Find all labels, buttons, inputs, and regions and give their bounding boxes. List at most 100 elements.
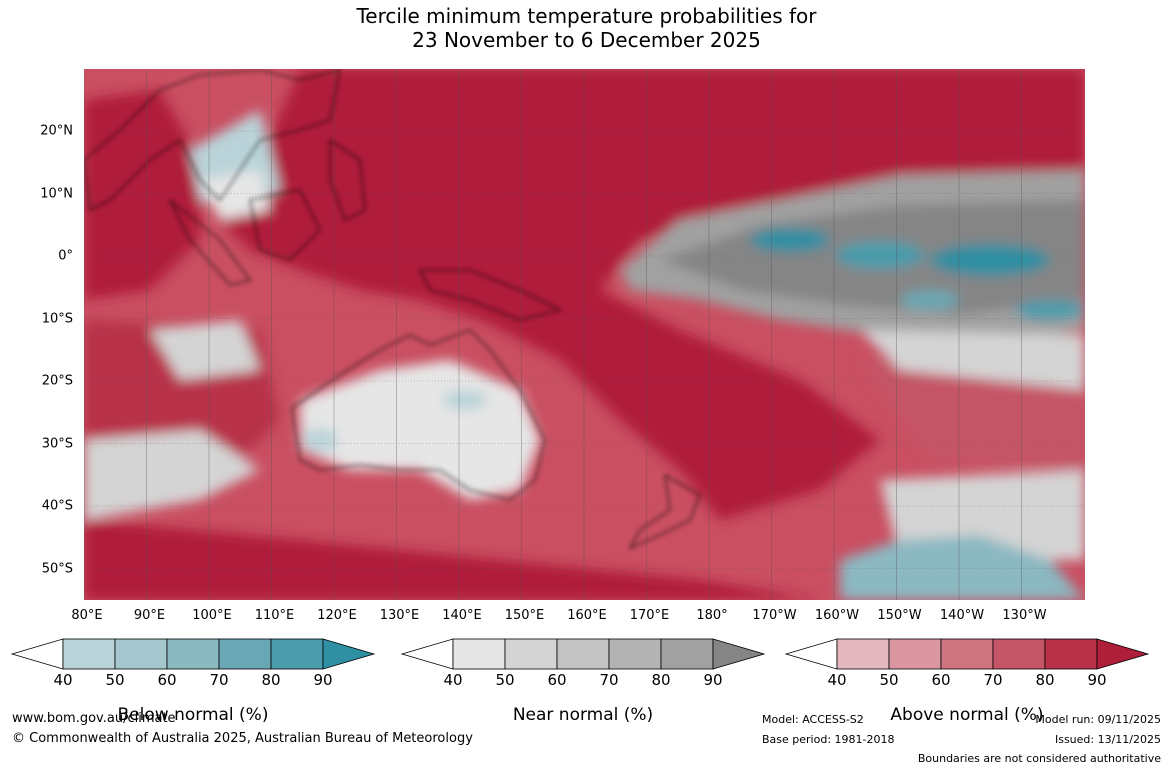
- base-period: Base period: 1981-2018: [762, 733, 895, 746]
- latitude-tick-label: 50°S: [41, 561, 73, 576]
- sumatra-outline: [169, 199, 251, 286]
- colorbar-tick-label: 70: [983, 671, 1003, 689]
- legend-label-above: Above normal (%): [890, 705, 1044, 725]
- below-normal-blob-5: [1015, 300, 1085, 320]
- longitude-tick-label: 110°E: [254, 608, 295, 623]
- longitude-tick-label: 170°E: [629, 608, 670, 623]
- colorbar-high-extend: [1096, 638, 1150, 670]
- longitude-tick-label: 180°: [696, 608, 728, 623]
- longitude-tick-label: 90°E: [133, 608, 166, 623]
- colorbar-segment: [888, 638, 942, 670]
- colorbar-tick-label: 60: [157, 671, 177, 689]
- latitude-tick-label: 30°S: [41, 436, 73, 451]
- colorbar-low-extend: [400, 638, 454, 670]
- colorbar-near-normal: [400, 638, 766, 670]
- colorbar-tick-label: 50: [105, 671, 125, 689]
- latitude-tick-label: 20°N: [40, 123, 73, 139]
- website-link[interactable]: www.bom.gov.au/climate: [12, 711, 176, 726]
- australia-outline: [291, 329, 546, 501]
- latitude-tick-label: 40°S: [41, 498, 73, 514]
- colorbar-tick-label: 60: [547, 671, 567, 689]
- below-normal-blob-4: [900, 290, 960, 310]
- above-90-region-indian: [84, 90, 200, 300]
- colorbar-segment: [62, 638, 116, 670]
- colorbar-tick-label: 40: [443, 671, 463, 689]
- near-normal-south-pacific: [880, 470, 1085, 560]
- new-zealand-outline: [628, 473, 701, 550]
- longitude-tick-label: 120°E: [317, 608, 357, 623]
- near-normal-pacific-edge: [860, 330, 1085, 390]
- colorbar-tick-label: 50: [495, 671, 515, 689]
- colorbar-segment: [114, 638, 168, 670]
- copyright-text: © Commonwealth of Australia 2025, Austra…: [12, 731, 473, 746]
- colorbar-segment: [452, 638, 506, 670]
- above-90-region-south: [84, 520, 820, 600]
- model-run-date: Model run: 09/11/2025: [1035, 713, 1161, 726]
- legend-near-normal: Near normal (%) 40 50 60 70 80 90: [400, 636, 770, 725]
- below-normal-blob-1: [750, 228, 830, 252]
- colorbar-segment: [166, 638, 220, 670]
- asia-outline: [84, 69, 341, 211]
- colorbar-tick-label: 70: [599, 671, 619, 689]
- longitude-tick-label: 80°E: [71, 608, 103, 623]
- near-normal-indochina: [200, 170, 270, 220]
- colorbar-tick-label: 80: [1035, 671, 1055, 689]
- below-normal-australia-1: [302, 428, 338, 452]
- colorbar-tick-label: 70: [209, 671, 229, 689]
- longitude-tick-label: 130°W: [1002, 608, 1047, 623]
- latitude-tick-label: 10°S: [41, 311, 73, 326]
- colorbar-segment: [660, 638, 714, 670]
- colorbar-tick-label: 50: [879, 671, 899, 689]
- near-normal-indian-mid: [150, 320, 260, 380]
- colorbar-segment: [992, 638, 1046, 670]
- colorbar-high-extend: [712, 638, 766, 670]
- colorbar-segment: [836, 638, 890, 670]
- graticule: [84, 69, 1085, 600]
- colorbar-tick-label: 80: [651, 671, 671, 689]
- below-normal-blob-2: [835, 241, 925, 269]
- colorbar-segment: [556, 638, 610, 670]
- map-title: Tercile minimum temperature probabilitie…: [0, 4, 1173, 52]
- longitude-tick-label: 140°E: [442, 608, 482, 623]
- latitude-tick-label: 0°: [58, 248, 73, 264]
- colorbar-tick-label: 80: [261, 671, 281, 689]
- latitude-tick-label: 10°N: [40, 186, 73, 201]
- title-line-1: Tercile minimum temperature probabilitie…: [356, 4, 817, 28]
- philippines-outline: [329, 138, 366, 221]
- model-name: Model: ACCESS-S2: [762, 713, 864, 726]
- colorbar-segment: [940, 638, 994, 670]
- issued-date: Issued: 13/11/2025: [1054, 733, 1161, 746]
- longitude-tick-label: 150°W: [877, 608, 922, 623]
- colorbar-segment: [270, 638, 324, 670]
- colorbar-tick-label: 40: [827, 671, 847, 689]
- longitude-tick-label: 160°E: [567, 608, 607, 623]
- colorbar-segment: [504, 638, 558, 670]
- colorbar-tick-label: 40: [53, 671, 73, 689]
- longitude-tick-label: 170°W: [752, 608, 797, 623]
- colorbar-tick-label: 90: [313, 671, 333, 689]
- longitude-tick-label: 160°W: [814, 608, 860, 623]
- below-normal-australia-2: [443, 390, 487, 410]
- colorbar-tick-label: 90: [703, 671, 723, 689]
- colorbar-tick-label: 90: [1087, 671, 1107, 689]
- title-line-2: 23 November to 6 December 2025: [412, 28, 761, 52]
- longitude-tick-label: 150°E: [504, 608, 545, 623]
- colorbar-below-normal: [10, 638, 376, 670]
- below-normal-blob-3: [930, 244, 1050, 276]
- below-normal-south-pacific: [840, 535, 1085, 600]
- legend-label-below: Below normal (%): [117, 705, 269, 725]
- longitude-tick-label: 100°E: [192, 608, 232, 623]
- colorbar-above-normal: [784, 638, 1150, 670]
- colorbar-low-extend: [10, 638, 64, 670]
- colorbar-segment: [1044, 638, 1098, 670]
- legend-label-near: Near normal (%): [512, 705, 654, 725]
- colorbar-tick-label: 60: [931, 671, 951, 689]
- new-guinea-outline: [419, 269, 562, 321]
- longitude-tick-label: 130°E: [379, 608, 420, 623]
- boundaries-disclaimer: Boundaries are not considered authoritat…: [917, 752, 1161, 765]
- colorbar-high-extend: [322, 638, 376, 670]
- near-normal-south-indian: [84, 430, 260, 520]
- above-70-region-east: [860, 360, 1085, 470]
- legend-below-normal: Below normal (%) 40 50 60 70 80 90: [10, 636, 380, 725]
- colorbar-segment: [608, 638, 662, 670]
